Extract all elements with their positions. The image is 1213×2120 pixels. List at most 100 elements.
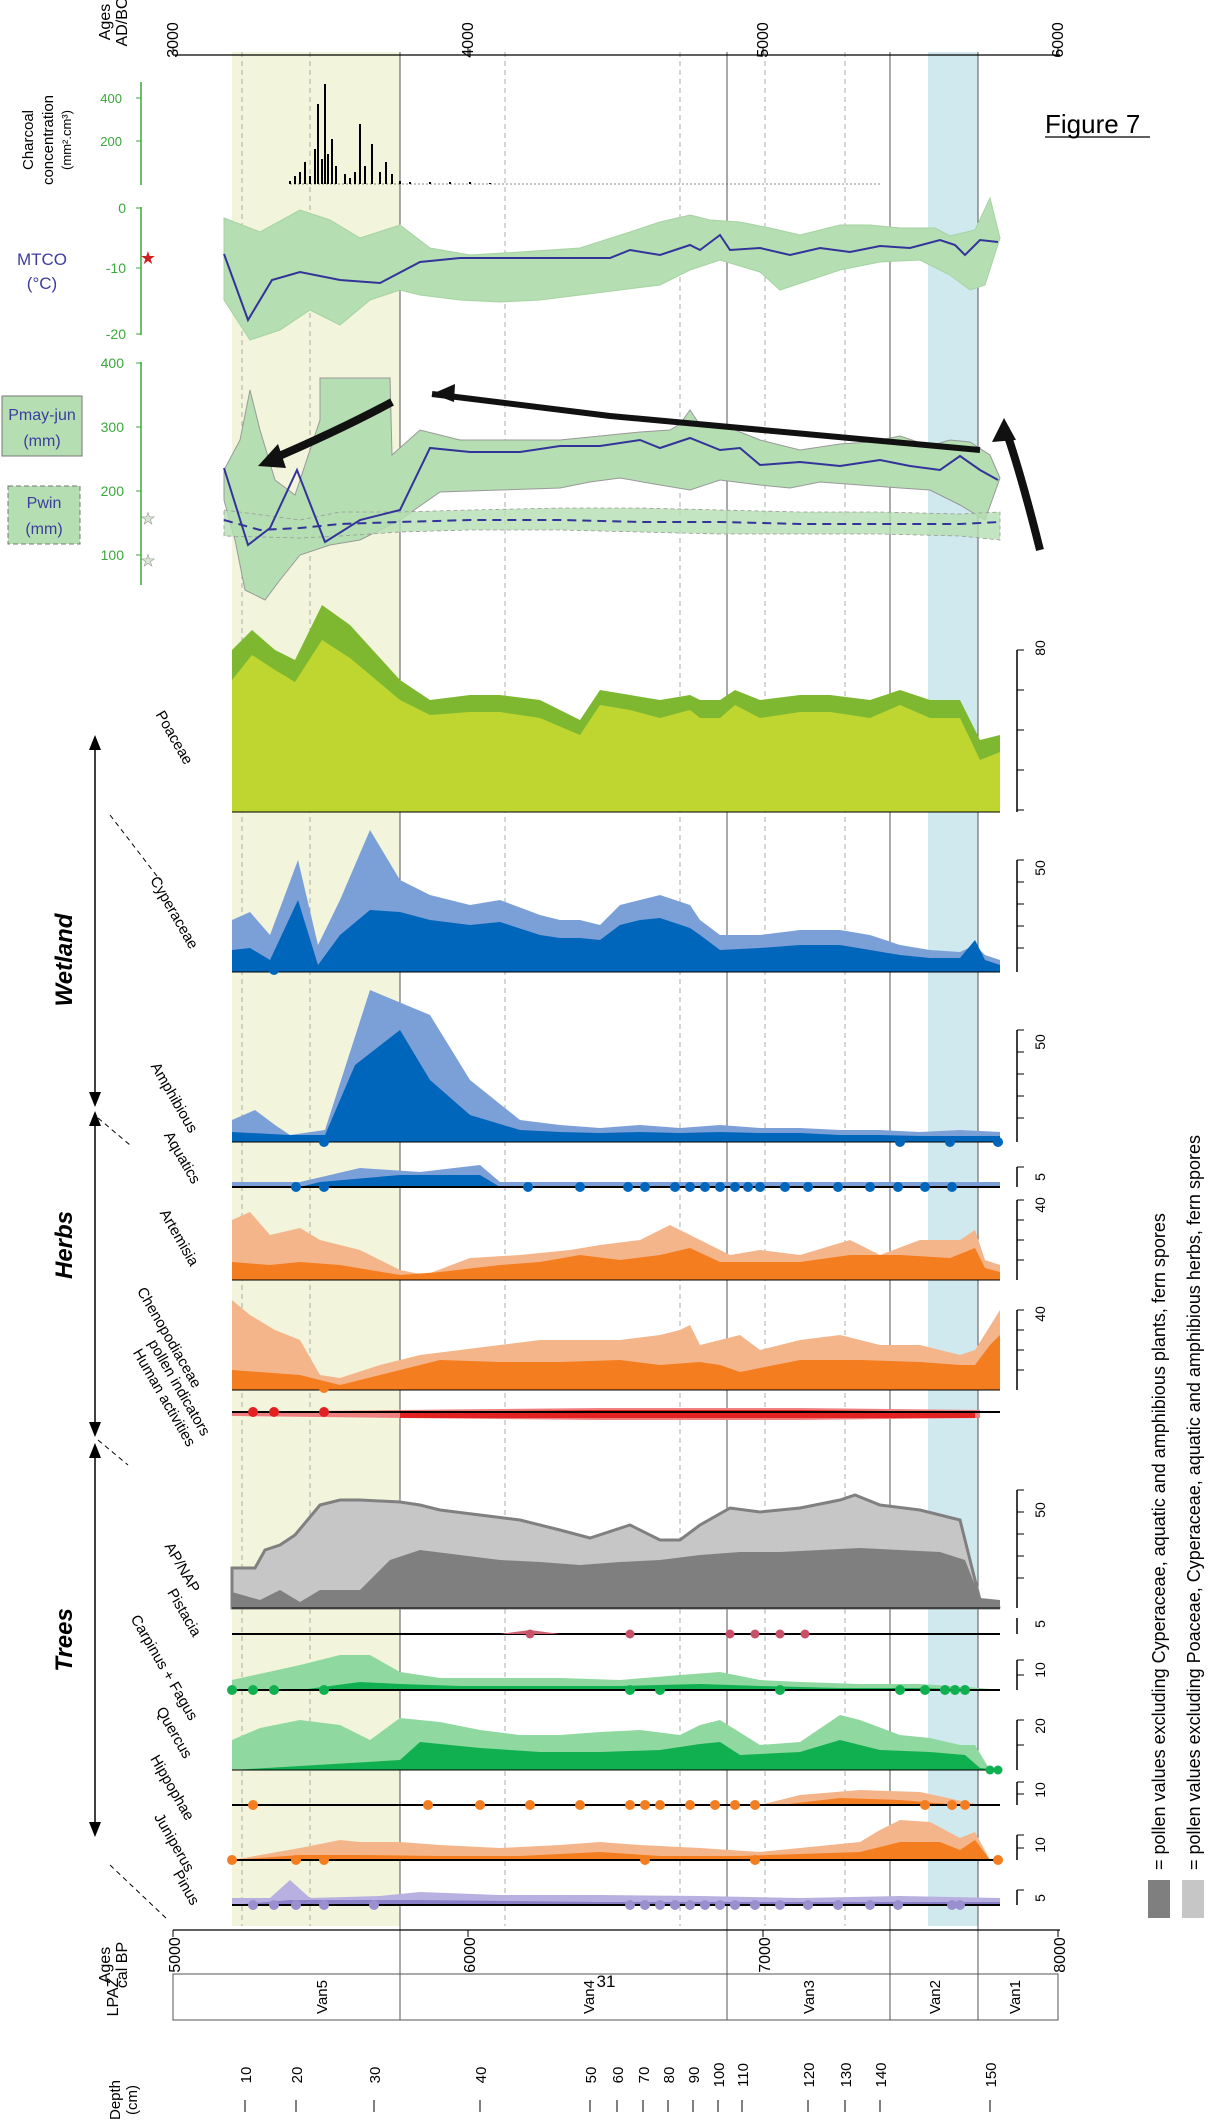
precip-tick-200: 200 [101,483,125,499]
top-tick-2: 5000 [755,22,772,58]
pinus-marker [833,1900,843,1910]
mtco-tick-1: -10 [106,260,126,276]
depth-tick: 80 [661,2067,678,2084]
juniperus-marker [993,1855,1003,1865]
pinus-marker [369,1900,379,1910]
bottom-axis-title: Ages [97,1947,114,1983]
pwin-band [223,507,1001,541]
legend-light-swatch [1182,1880,1204,1918]
precip-tick-100: 100 [101,547,125,563]
pinus-marker [625,1900,635,1910]
precip-panel: 400 300 200 100 Pmay-jun (mm) Pwin (mm) … [1,355,1044,601]
artemisia-scale: 40 [1032,1197,1048,1213]
zone-van5: Van5 [314,1980,331,2014]
carpinus-marker [950,1685,960,1695]
poaceae-dark [232,640,1000,812]
hippophae-marker [248,1800,258,1810]
apnap-label: AP/NAP [161,1540,203,1596]
pinus-marker [700,1900,710,1910]
depth-tick: 120 [801,2062,818,2087]
apnap-scale: 50 [1032,1502,1048,1518]
pinus-marker [730,1900,740,1910]
pwin-star-icon: ★ [141,553,155,570]
juniperus-label: Juniperus [150,1810,197,1875]
precip-tick-400: 400 [101,355,125,371]
charcoal-label-1: Charcoal [20,110,37,170]
juniperus-light [232,1820,990,1860]
aquatics-marker [685,1182,695,1192]
poaceae-label: Poaceae [152,708,196,768]
legend: = pollen values excluding Cyperaceae, aq… [1148,1135,1204,1918]
aquatics-marker [640,1182,650,1192]
depth-tick: 100 [711,2062,728,2087]
hippophae-label: Hippophae [146,1752,197,1823]
juniperus-dark [232,1840,990,1860]
hippophae-marker [960,1800,970,1810]
arrowhead-right [992,418,1016,442]
mtco-tick-2: -20 [106,326,126,342]
mtco-band [223,196,1001,341]
carpinus-marker [920,1685,930,1695]
carpinus-marker [269,1685,279,1695]
juniperus-scale: 10 [1032,1837,1048,1853]
aquatics-marker [920,1182,930,1192]
poaceae-scale: 80 [1032,640,1048,656]
pmay-star-icon: ★ [141,511,155,528]
arrow-long-diagonal [431,391,981,453]
yellow-band [232,52,400,1926]
aquatics-marker [947,1182,957,1192]
pistacia-label: Pistacia [163,1586,204,1641]
top-axis-ticks: 3000 4000 5000 6000 [165,22,1067,58]
hippophae-marker [525,1800,535,1810]
depth-title: Depth [107,2080,124,2120]
chenopodiaceae-dark [232,1335,1000,1390]
juniperus-marker [227,1855,237,1865]
aquatics-marker [715,1182,725,1192]
bottom-tick-1: 6000 [462,1937,479,1973]
aquatics-marker [865,1182,875,1192]
depth-tick: 60 [610,2067,627,2084]
legend-light-text: = pollen values excluding Poaceae, Cyper… [1184,1135,1204,1870]
cyan-band [928,52,978,1926]
aquatics-label: Aquatics [160,1129,203,1187]
hippophae-marker [947,1800,957,1810]
carpinus-marker [625,1685,635,1695]
pmay-unit: (mm) [23,433,60,450]
aquatics-marker [743,1182,753,1192]
charcoal-label-2: concentration [40,95,57,185]
pinus-label: Pinus [169,1867,202,1908]
pinus-marker [955,1900,965,1910]
pinus-marker [655,1900,665,1910]
amphibious-label: Amphibious [147,1060,201,1136]
group-trees: Trees [51,1608,78,1672]
depth-tick: 20 [289,2067,306,2084]
carpinus-marker [655,1685,665,1695]
depth-row: Depth (cm) 10 20 30 40 50 60 70 80 90 100 110 120 13… [107,2062,1000,2120]
pinus-marker [685,1900,695,1910]
zone-van3: Van3 [801,1980,818,2014]
top-axis-title-2: AD/BC [114,0,131,46]
hippophae-dark [780,1798,960,1805]
hippophae-marker [475,1800,485,1810]
aquatics-dark [300,1175,500,1187]
bottom-tick-2: 7000 [757,1937,774,1973]
carpinus-marker [960,1685,970,1695]
depth-title-2: (cm) [124,2085,141,2115]
mtco-line [223,233,999,323]
depth-tick: 130 [838,2062,855,2087]
quercus-scale: 20 [1032,1718,1048,1734]
pinus-marker [947,1900,957,1910]
charcoal-label-3: (mm².cm³) [59,110,74,170]
zone-extra: 31 [597,1972,616,1991]
depth-tick: 30 [367,2067,384,2084]
group-wetland: Wetland [51,912,78,1006]
mtco-label: MTCO [17,250,67,269]
carpinus-marker [895,1685,905,1695]
pmay-line [223,436,999,547]
zone-van4: Van4 [581,1980,598,2014]
pinus-scale: 5 [1032,1894,1048,1902]
arrow-right-curved [1001,426,1044,551]
cyperaceae-dark [232,900,1000,972]
depth-tick: 70 [636,2067,653,2084]
depth-tick: 40 [473,2067,490,2084]
